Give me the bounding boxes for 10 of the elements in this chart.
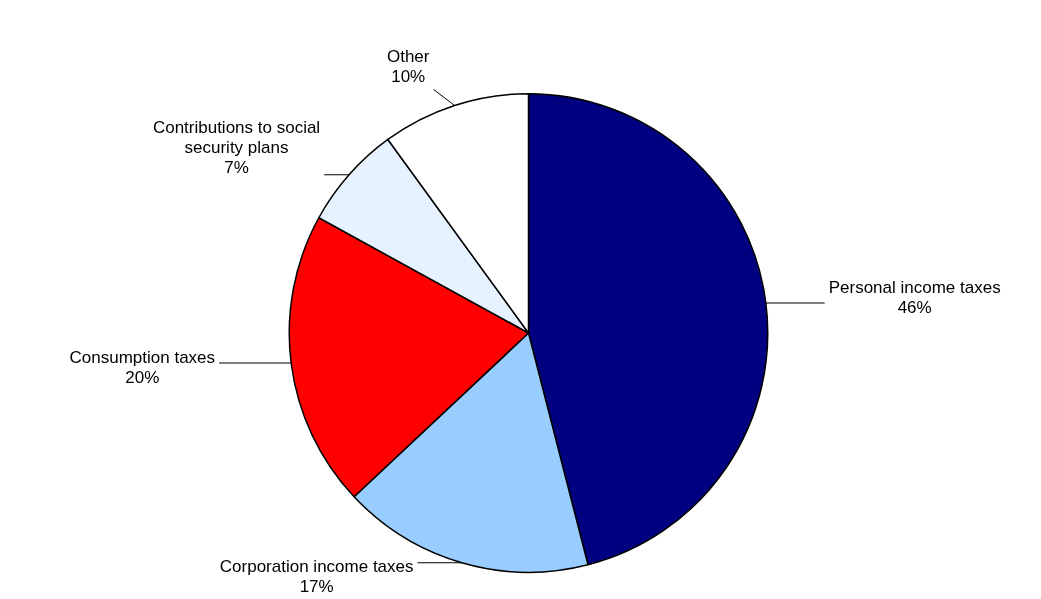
slice-label: Contributions to social security plans [152, 118, 321, 158]
slice-label: Consumption taxes [69, 347, 216, 367]
data-label: 20% [125, 367, 160, 387]
slice-label: Other [386, 47, 430, 67]
data-label: 7% [224, 158, 249, 178]
data-label: 17% [299, 576, 334, 596]
data-label: 46% [897, 297, 932, 317]
slice-label: Personal income taxes [828, 277, 1001, 297]
slice-label: Corporation income taxes [219, 556, 414, 576]
data-label: 10% [391, 67, 426, 87]
